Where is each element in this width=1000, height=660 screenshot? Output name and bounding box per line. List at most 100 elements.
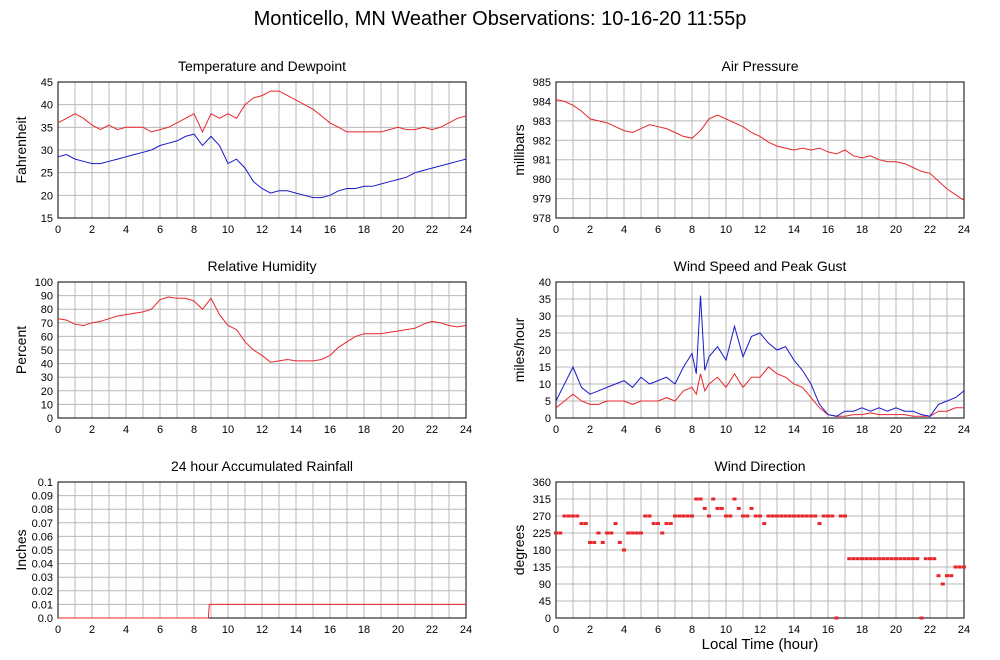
x-tick-label: 18 (358, 224, 370, 236)
x-tick-label: 10 (720, 224, 732, 236)
x-tick-label: 12 (754, 624, 766, 636)
x-tick-label: 16 (822, 424, 834, 436)
plot-frame (57, 481, 467, 619)
plot-frame (57, 81, 467, 219)
x-tick-label: 0 (553, 224, 559, 236)
y-tick-label: 35 (41, 122, 53, 134)
x-tick-label: 18 (856, 224, 868, 236)
data-point (622, 548, 626, 552)
y-tick-label: 100 (35, 277, 53, 289)
data-point (639, 531, 643, 535)
y-tick-label: 25 (539, 328, 551, 340)
y-tick-label: 979 (533, 194, 551, 206)
y-tick-label: 30 (41, 145, 53, 157)
data-point (962, 565, 966, 569)
y-tick-label: 30 (539, 311, 551, 323)
data-point (868, 557, 873, 561)
x-tick-label: 24 (460, 424, 472, 436)
chart-title: Wind Direction (714, 458, 805, 474)
x-tick-label: 4 (621, 624, 627, 636)
x-tick-label: 12 (256, 424, 268, 436)
y-tick-label: 20 (41, 190, 53, 202)
x-tick-label: 14 (290, 424, 302, 436)
x-tick-label: 18 (856, 624, 868, 636)
x-tick-label: 18 (358, 624, 370, 636)
y-tick-label: 0.05 (32, 545, 53, 557)
data-point (936, 574, 941, 578)
data-point (787, 514, 792, 518)
data-point (745, 514, 750, 518)
x-tick-label: 8 (191, 624, 197, 636)
x-tick-label: 0 (553, 424, 559, 436)
x-tick-label: 16 (822, 224, 834, 236)
x-tick-label: 4 (123, 424, 129, 436)
x-tick-label: 4 (621, 424, 627, 436)
y-tick-label: 360 (533, 477, 551, 489)
data-point (566, 514, 571, 518)
chart-title: Wind Speed and Peak Gust (674, 258, 847, 274)
data-point (855, 557, 860, 561)
x-tick-label: 2 (89, 424, 95, 436)
data-point (681, 514, 686, 518)
data-point (770, 514, 775, 518)
data-point (928, 557, 932, 561)
y-tick-label: 0.08 (32, 504, 53, 516)
x-tick-label: 10 (720, 424, 732, 436)
data-point (600, 540, 605, 544)
data-point (702, 506, 707, 510)
data-point (741, 514, 745, 518)
x-tick-label: 0 (55, 424, 61, 436)
x-tick-label: 12 (256, 624, 268, 636)
data-point (885, 557, 890, 561)
data-point (588, 540, 592, 544)
x-tick-label: 8 (689, 224, 695, 236)
x-tick-label: 10 (222, 424, 234, 436)
y-tick-label: 50 (41, 345, 53, 357)
chart-title: Temperature and Dewpoint (178, 58, 346, 74)
y-tick-label: 90 (41, 291, 53, 303)
y-tick-label: 10 (539, 379, 551, 391)
data-point (821, 514, 826, 518)
x-tick-label: 22 (426, 224, 438, 236)
x-tick-label: 2 (89, 624, 95, 636)
x-tick-label: 14 (788, 224, 800, 236)
x-tick-label: 8 (191, 224, 197, 236)
data-point (719, 506, 724, 510)
data-point (923, 557, 928, 561)
y-tick-label: 80 (41, 304, 53, 316)
data-point (617, 540, 622, 544)
y-tick-label: 270 (533, 511, 551, 523)
data-point (579, 522, 584, 526)
y-tick-label: 180 (533, 545, 551, 557)
data-point (779, 514, 784, 518)
x-tick-label: 6 (157, 224, 163, 236)
data-point (932, 557, 937, 561)
series-line (57, 133, 467, 199)
data-point (762, 522, 767, 526)
data-point (698, 497, 703, 501)
data-point (668, 522, 673, 526)
data-point (945, 574, 949, 578)
data-point (694, 497, 699, 501)
data-point (851, 557, 856, 561)
plot-frame (555, 281, 965, 419)
data-point (843, 514, 847, 518)
x-tick-label: 18 (856, 424, 868, 436)
y-tick-label: 978 (533, 213, 551, 225)
x-tick-label: 4 (621, 224, 627, 236)
series-line (555, 99, 965, 201)
x-axis-label: Local Time (hour) (701, 636, 819, 653)
data-point (940, 582, 945, 586)
y-tick-label: 0.07 (32, 518, 53, 530)
y-axis-label: miles/hour (511, 317, 527, 382)
data-point (575, 514, 580, 518)
x-tick-label: 20 (890, 624, 902, 636)
y-tick-label: 40 (41, 359, 53, 371)
data-point (685, 514, 690, 518)
data-point (562, 514, 567, 518)
